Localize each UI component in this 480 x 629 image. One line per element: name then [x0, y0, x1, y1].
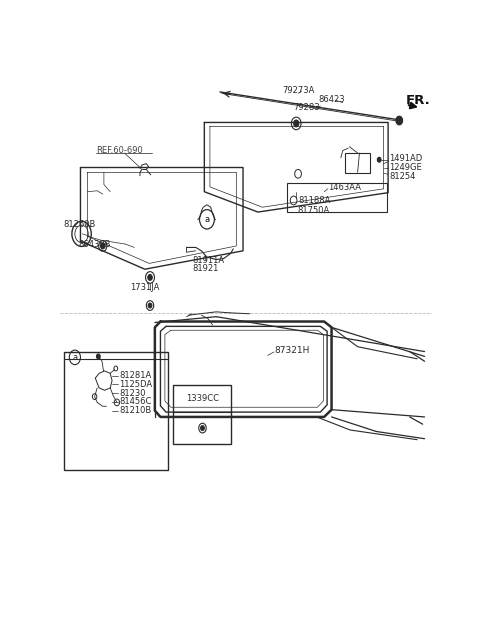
- Text: 79273A: 79273A: [282, 86, 315, 94]
- Circle shape: [294, 120, 299, 127]
- Text: 86423: 86423: [319, 95, 345, 104]
- Text: 1249GE: 1249GE: [390, 163, 422, 172]
- Text: 81188A: 81188A: [299, 196, 331, 205]
- Text: 81230: 81230: [120, 389, 146, 398]
- Text: 81921: 81921: [192, 264, 218, 273]
- Text: 86439B: 86439B: [79, 240, 111, 250]
- Text: 79283: 79283: [294, 103, 320, 112]
- Text: 81911A: 81911A: [192, 256, 224, 265]
- Circle shape: [148, 303, 152, 308]
- Text: 81456C: 81456C: [120, 398, 152, 406]
- Text: 81254: 81254: [390, 172, 416, 181]
- Text: 1491AD: 1491AD: [390, 154, 423, 164]
- Text: 1339CC: 1339CC: [186, 394, 219, 403]
- Text: FR.: FR.: [406, 94, 431, 107]
- Text: 81260B: 81260B: [64, 220, 96, 229]
- Text: REF.60-690: REF.60-690: [96, 146, 143, 155]
- Circle shape: [96, 354, 100, 359]
- Circle shape: [396, 116, 403, 125]
- Circle shape: [148, 274, 152, 281]
- Circle shape: [377, 157, 381, 162]
- Text: 81210B: 81210B: [120, 406, 152, 415]
- Text: 81750A: 81750A: [297, 206, 330, 214]
- Bar: [64, 352, 168, 470]
- Text: a: a: [72, 353, 77, 362]
- Text: 1463AA: 1463AA: [328, 183, 361, 192]
- Text: 1731JA: 1731JA: [130, 283, 159, 292]
- Text: 87321H: 87321H: [274, 346, 309, 355]
- Text: 81281A: 81281A: [120, 371, 152, 381]
- Circle shape: [100, 243, 105, 249]
- Text: 1125DA: 1125DA: [120, 380, 153, 389]
- Text: a: a: [204, 215, 209, 224]
- Bar: [173, 386, 231, 443]
- Bar: [287, 183, 387, 212]
- Circle shape: [201, 426, 204, 430]
